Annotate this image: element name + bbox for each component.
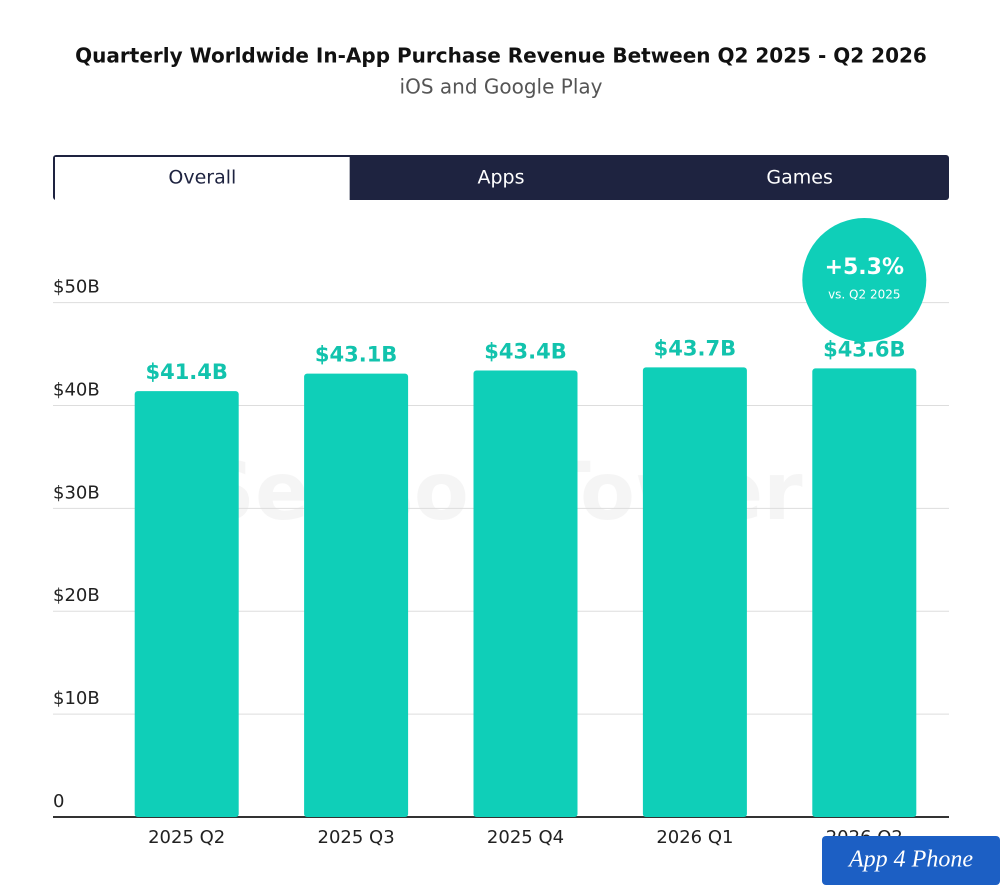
- x-tick-label: 2025 Q2: [148, 827, 225, 848]
- y-tick-label: $20B: [53, 585, 100, 606]
- tab-active[interactable]: [55, 157, 350, 202]
- value-label: $43.4B: [484, 339, 566, 363]
- tab-label[interactable]: Apps: [477, 167, 524, 189]
- bar: [642, 367, 747, 817]
- annotation-bubble: [802, 218, 927, 342]
- logo-text: App 4 Phone: [847, 847, 973, 873]
- y-tick-label: $50B: [53, 277, 100, 298]
- logo-box: [822, 836, 1000, 885]
- x-tick-label: 2026 Q1: [656, 827, 733, 848]
- tab-label[interactable]: Overall: [168, 167, 236, 189]
- y-tick-label: $30B: [53, 482, 100, 503]
- y-tick-label: 0: [53, 791, 64, 812]
- bar: [473, 370, 578, 817]
- bar: [134, 391, 239, 817]
- chart-title: Quarterly Worldwide In-App Purchase Reve…: [75, 44, 927, 68]
- value-label: $41.4B: [145, 360, 227, 384]
- tab-label[interactable]: Games: [766, 167, 832, 189]
- bar: [812, 368, 917, 817]
- y-tick-label: $10B: [53, 688, 100, 709]
- bar: [304, 373, 409, 817]
- chart-subtitle: iOS and Google Play: [400, 75, 603, 99]
- y-tick-label: $40B: [53, 379, 100, 400]
- annotation-subtext: vs. Q2 2025: [828, 288, 900, 302]
- x-tick-label: 2025 Q3: [318, 827, 395, 848]
- x-tick-label: 2025 Q4: [487, 827, 564, 848]
- value-label: $43.1B: [315, 343, 397, 367]
- value-label: $43.7B: [654, 336, 736, 360]
- annotation-text: +5.3%: [825, 255, 904, 280]
